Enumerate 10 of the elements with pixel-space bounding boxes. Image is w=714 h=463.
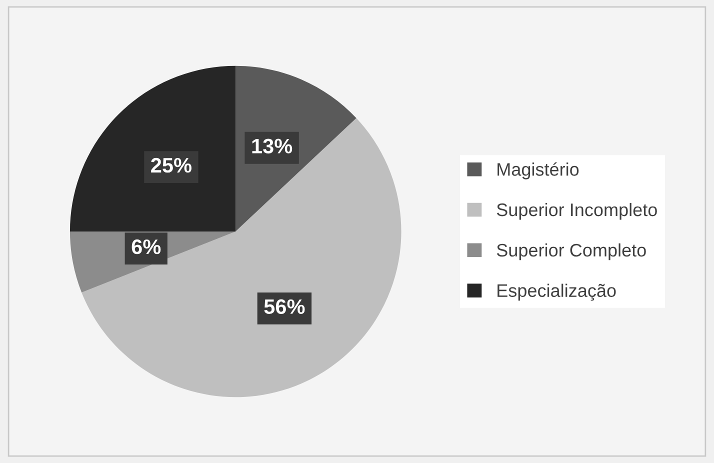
legend-label: Superior Completo — [496, 243, 646, 260]
data-label: 6% — [132, 239, 161, 254]
legend-label: Especialização — [498, 284, 616, 301]
legend-label: Magistério — [498, 162, 579, 180]
data-label: 56% — [264, 299, 305, 314]
pie-slice — [82, 118, 402, 398]
data-label: 25% — [151, 158, 192, 173]
data-label: 13% — [252, 138, 292, 154]
legend-label: Superior Incompleto — [496, 202, 657, 220]
pie-slice — [70, 66, 236, 232]
